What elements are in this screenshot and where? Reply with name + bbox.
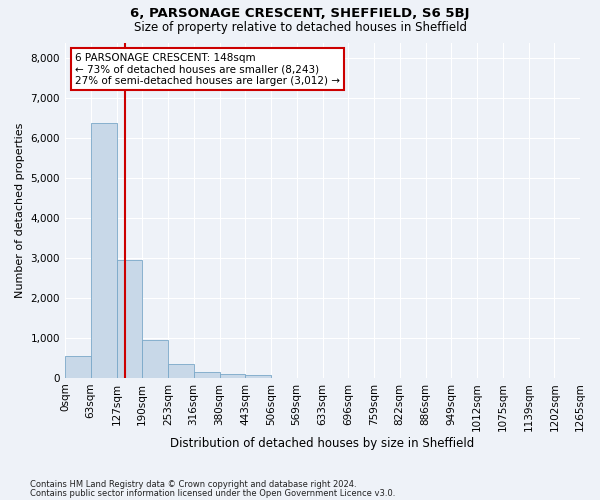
X-axis label: Distribution of detached houses by size in Sheffield: Distribution of detached houses by size … [170, 437, 475, 450]
Text: Contains HM Land Registry data © Crown copyright and database right 2024.: Contains HM Land Registry data © Crown c… [30, 480, 356, 489]
Text: 6, PARSONAGE CRESCENT, SHEFFIELD, S6 5BJ: 6, PARSONAGE CRESCENT, SHEFFIELD, S6 5BJ [130, 8, 470, 20]
Bar [168, 364, 194, 378]
Text: Contains public sector information licensed under the Open Government Licence v3: Contains public sector information licen… [30, 488, 395, 498]
Bar [116, 260, 142, 378]
Text: 6 PARSONAGE CRESCENT: 148sqm
← 73% of detached houses are smaller (8,243)
27% of: 6 PARSONAGE CRESCENT: 148sqm ← 73% of de… [75, 52, 340, 86]
Bar [65, 356, 91, 378]
Bar [91, 123, 116, 378]
Bar [220, 374, 245, 378]
Bar [142, 340, 168, 378]
Bar [194, 372, 220, 378]
Bar [245, 375, 271, 378]
Text: Size of property relative to detached houses in Sheffield: Size of property relative to detached ho… [133, 21, 467, 34]
Y-axis label: Number of detached properties: Number of detached properties [15, 122, 25, 298]
